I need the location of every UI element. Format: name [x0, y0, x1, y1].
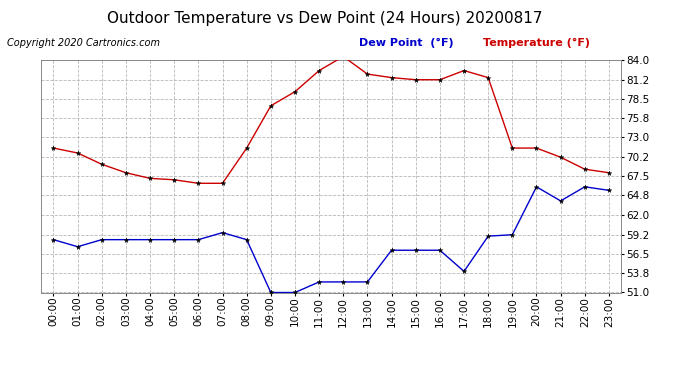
Text: Outdoor Temperature vs Dew Point (24 Hours) 20200817: Outdoor Temperature vs Dew Point (24 Hou… — [106, 11, 542, 26]
Text: Dew Point  (°F): Dew Point (°F) — [359, 38, 453, 48]
Text: Copyright 2020 Cartronics.com: Copyright 2020 Cartronics.com — [7, 38, 160, 48]
Text: Temperature (°F): Temperature (°F) — [483, 38, 590, 48]
